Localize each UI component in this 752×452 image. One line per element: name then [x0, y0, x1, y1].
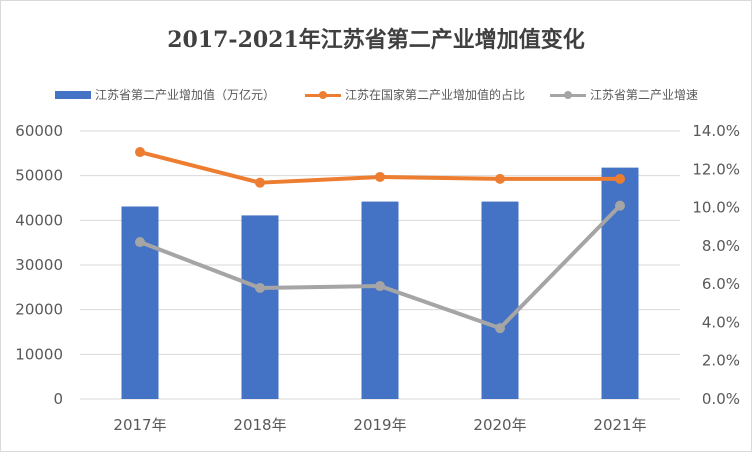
data-point	[615, 173, 625, 184]
data-point	[255, 282, 265, 293]
x-tick-label: 2018年	[233, 416, 286, 434]
x-tick-label: 2020年	[473, 416, 526, 434]
bar	[361, 201, 399, 399]
y-right-tick-label: 14.0%	[692, 122, 740, 140]
y-right-tick-label: 2.0%	[702, 352, 740, 370]
y-right-tick-label: 10.0%	[692, 199, 740, 217]
y-right-tick-label: 8.0%	[702, 237, 740, 255]
y-left-tick-label: 40000	[15, 211, 63, 229]
legend-swatch-blue	[55, 90, 91, 99]
data-point	[615, 200, 625, 211]
chart-title: 2017-2021年江苏省第二产业增加值变化	[167, 27, 585, 53]
data-point	[375, 171, 385, 182]
y-left-tick-label: 60000	[15, 122, 63, 140]
bar	[121, 206, 159, 399]
x-tick-label: 2019年	[353, 416, 406, 434]
legend-label: 江苏在国家第二产业增加值的占比	[345, 88, 526, 102]
bar	[241, 215, 279, 399]
y-right-tick-label: 4.0%	[702, 313, 740, 331]
data-point	[495, 173, 505, 184]
data-point	[375, 281, 385, 292]
y-left-tick-label: 50000	[15, 167, 63, 185]
y-left-tick-label: 20000	[15, 301, 63, 319]
bar	[481, 201, 519, 399]
y-right-tick-label: 0.0%	[702, 390, 740, 408]
legend-label: 江苏省第二产业增加值（万亿元）	[95, 88, 276, 102]
data-point	[495, 323, 505, 334]
legend-item-share: 江苏在国家第二产业增加值的占比	[305, 86, 525, 103]
y-left-tick-label: 10000	[15, 345, 63, 363]
y-right-tick-label: 12.0%	[692, 160, 740, 178]
x-tick-label: 2017年	[113, 416, 166, 434]
y-right-tick-label: 6.0%	[702, 275, 740, 293]
legend-item-bar: 江苏省第二产业增加值（万亿元）	[55, 86, 275, 103]
data-point	[255, 177, 265, 188]
legend-item-growth: 江苏省第二产业增速	[550, 86, 698, 103]
data-point	[135, 147, 145, 158]
x-tick-label: 2021年	[593, 416, 646, 434]
legend-swatch-orange	[305, 88, 341, 102]
legend-swatch-gray	[550, 88, 586, 102]
y-left-tick-label: 0	[53, 390, 63, 408]
legend-label: 江苏省第二产业增速	[590, 88, 699, 102]
y-left-tick-label: 30000	[15, 256, 63, 274]
data-point	[135, 237, 145, 248]
